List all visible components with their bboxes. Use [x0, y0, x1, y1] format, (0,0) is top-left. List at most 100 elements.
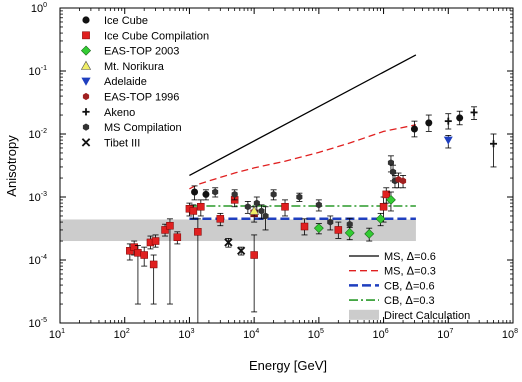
marker-hexagon	[400, 177, 407, 185]
x-tick-label: 106	[372, 328, 388, 341]
marker-diamond	[386, 194, 396, 205]
square-marker	[161, 226, 169, 234]
legend-entry: EAS-TOP 2003	[80, 45, 179, 58]
legend-entry: Tibet III	[81, 137, 140, 149]
x-marker-b	[81, 138, 91, 147]
marker-circle	[82, 16, 90, 24]
data-point	[470, 106, 478, 120]
data-point	[344, 226, 355, 241]
diamond-marker	[375, 213, 386, 224]
legend-entry: Mt. Norikura	[80, 60, 165, 73]
legend-label: EAS-TOP 1996	[104, 92, 179, 104]
data-point	[161, 223, 169, 237]
marker-square	[281, 203, 289, 211]
data-point	[224, 238, 233, 248]
y-tick-exponent: 0	[43, 2, 47, 9]
data-point	[327, 215, 334, 231]
y-tick-label: 10-1	[29, 65, 48, 78]
data-point	[364, 227, 375, 242]
data-point	[244, 201, 251, 214]
marker-hexagon	[327, 218, 334, 226]
y-tick-label: 10-5	[29, 317, 48, 330]
data-point	[237, 246, 246, 256]
x-tick-label: 107	[437, 328, 453, 341]
x-axis-label: Energy [GeV]	[249, 358, 327, 373]
marker-hexagon	[253, 199, 260, 207]
square-marker	[379, 203, 388, 211]
marker-square	[379, 203, 388, 211]
square-marker	[140, 251, 148, 259]
hexagon-marker	[387, 159, 394, 167]
marker-square	[216, 215, 225, 223]
direct-calculation-band-layer	[60, 219, 416, 242]
y-tick-label: 10-2	[29, 128, 48, 141]
data-point	[456, 110, 464, 126]
square-marker	[134, 249, 142, 257]
square-marker	[334, 226, 343, 234]
marker-hexagon	[244, 203, 251, 211]
direct-calculation-band	[60, 219, 416, 242]
data-point	[191, 185, 199, 201]
square-marker	[151, 237, 160, 245]
marker-square	[300, 222, 309, 231]
x-tick-exponent: 3	[191, 328, 195, 335]
diamond-marker	[344, 227, 355, 238]
data-point	[296, 192, 303, 202]
marker-hexagon	[82, 92, 90, 101]
marker-circle	[191, 188, 199, 196]
data-point	[425, 114, 433, 132]
x-marker-b	[237, 246, 246, 255]
data-point	[166, 218, 174, 305]
legend-label: Ice Cube	[104, 15, 148, 27]
legend-value: =0.6	[413, 280, 435, 292]
y-tick-exponent: -1	[41, 65, 47, 72]
marker-hexagon	[390, 168, 397, 176]
circle-marker	[202, 190, 210, 198]
triangle-down-marker	[443, 136, 453, 145]
legend-entry: Adelaide	[81, 76, 147, 88]
hexagon-marker	[258, 207, 265, 215]
legend-entry: MS Compilation	[82, 122, 182, 134]
legend-label: Akeno	[104, 107, 135, 119]
square-marker	[216, 215, 225, 223]
model-line	[189, 54, 417, 176]
square-marker	[382, 190, 391, 199]
data-point	[151, 234, 160, 248]
hexagon-marker	[262, 212, 269, 220]
marker-hexagon	[270, 190, 277, 198]
y-tick-exponent: -3	[41, 191, 47, 198]
legend-entry: Ice Cube Compilation	[82, 30, 209, 42]
data-point	[334, 221, 343, 239]
marker-diamond	[364, 228, 375, 239]
marker-square	[140, 251, 148, 259]
y-tick-label: 10-3	[29, 191, 48, 204]
triangle-up-marker	[249, 205, 260, 215]
data-point	[134, 245, 142, 305]
x-tick-label: 108	[502, 328, 518, 341]
data-point	[313, 223, 324, 235]
hexagon-marker	[346, 220, 353, 228]
data-point	[300, 218, 309, 236]
y-tick-label: 10-4	[29, 254, 48, 267]
y-tick-exponent: -2	[41, 128, 47, 135]
marker-x	[224, 238, 233, 247]
marker-square	[197, 203, 205, 211]
marker-triangle-down	[81, 77, 91, 86]
legend-line-label: CB, Δ=0.6	[384, 279, 435, 292]
marker-hexagon	[315, 201, 322, 209]
legend-label: Tibet III	[104, 137, 140, 149]
circle-marker	[82, 16, 90, 24]
x-tick-exponent: 1	[61, 328, 65, 335]
data-point	[281, 199, 289, 217]
legend-label: Ice Cube Compilation	[104, 30, 209, 42]
data-point	[400, 175, 407, 189]
hexagon-marker	[82, 92, 90, 101]
data-point	[149, 254, 158, 305]
marker-plus	[444, 117, 452, 125]
marker-square	[134, 249, 142, 257]
square-marker	[189, 207, 198, 215]
legend-line-label: MS, Δ=0.3	[384, 265, 436, 278]
square-marker	[197, 203, 205, 211]
legend-line-entry: MS, Δ=0.3	[349, 265, 436, 278]
